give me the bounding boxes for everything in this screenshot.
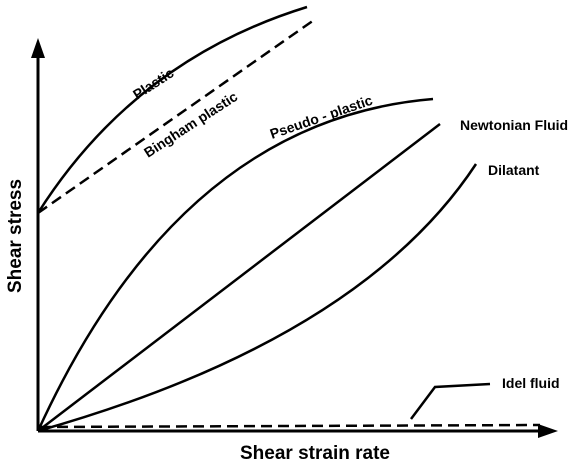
- y-axis-title: Shear stress: [5, 179, 26, 293]
- dilatant-label: Dilatant: [488, 162, 540, 178]
- x-axis-arrowhead: [538, 424, 558, 438]
- pseudo-plastic-curve: [36, 97, 434, 432]
- newtonian-fluid-label: Newtonian Fluid: [460, 117, 568, 133]
- y-axis-arrowhead: [31, 38, 45, 58]
- pseudo-plastic-label: Pseudo - plastic: [268, 92, 375, 142]
- bingham-plastic-curve: [37, 18, 315, 215]
- plastic-label: Plastic: [130, 64, 177, 102]
- bingham-plastic-label: Bingham plastic: [141, 88, 241, 160]
- x-axis-title: Shear strain rate: [240, 443, 390, 464]
- ideal-fluid-leader: [410, 382, 491, 420]
- ideal-fluid-curve: [39, 423, 541, 429]
- plastic-curve: [36, 5, 308, 214]
- newtonian-fluid-curve: [37, 123, 441, 432]
- ideal-fluid-label: Idel fluid: [502, 375, 560, 391]
- dilatant-curve: [37, 163, 478, 433]
